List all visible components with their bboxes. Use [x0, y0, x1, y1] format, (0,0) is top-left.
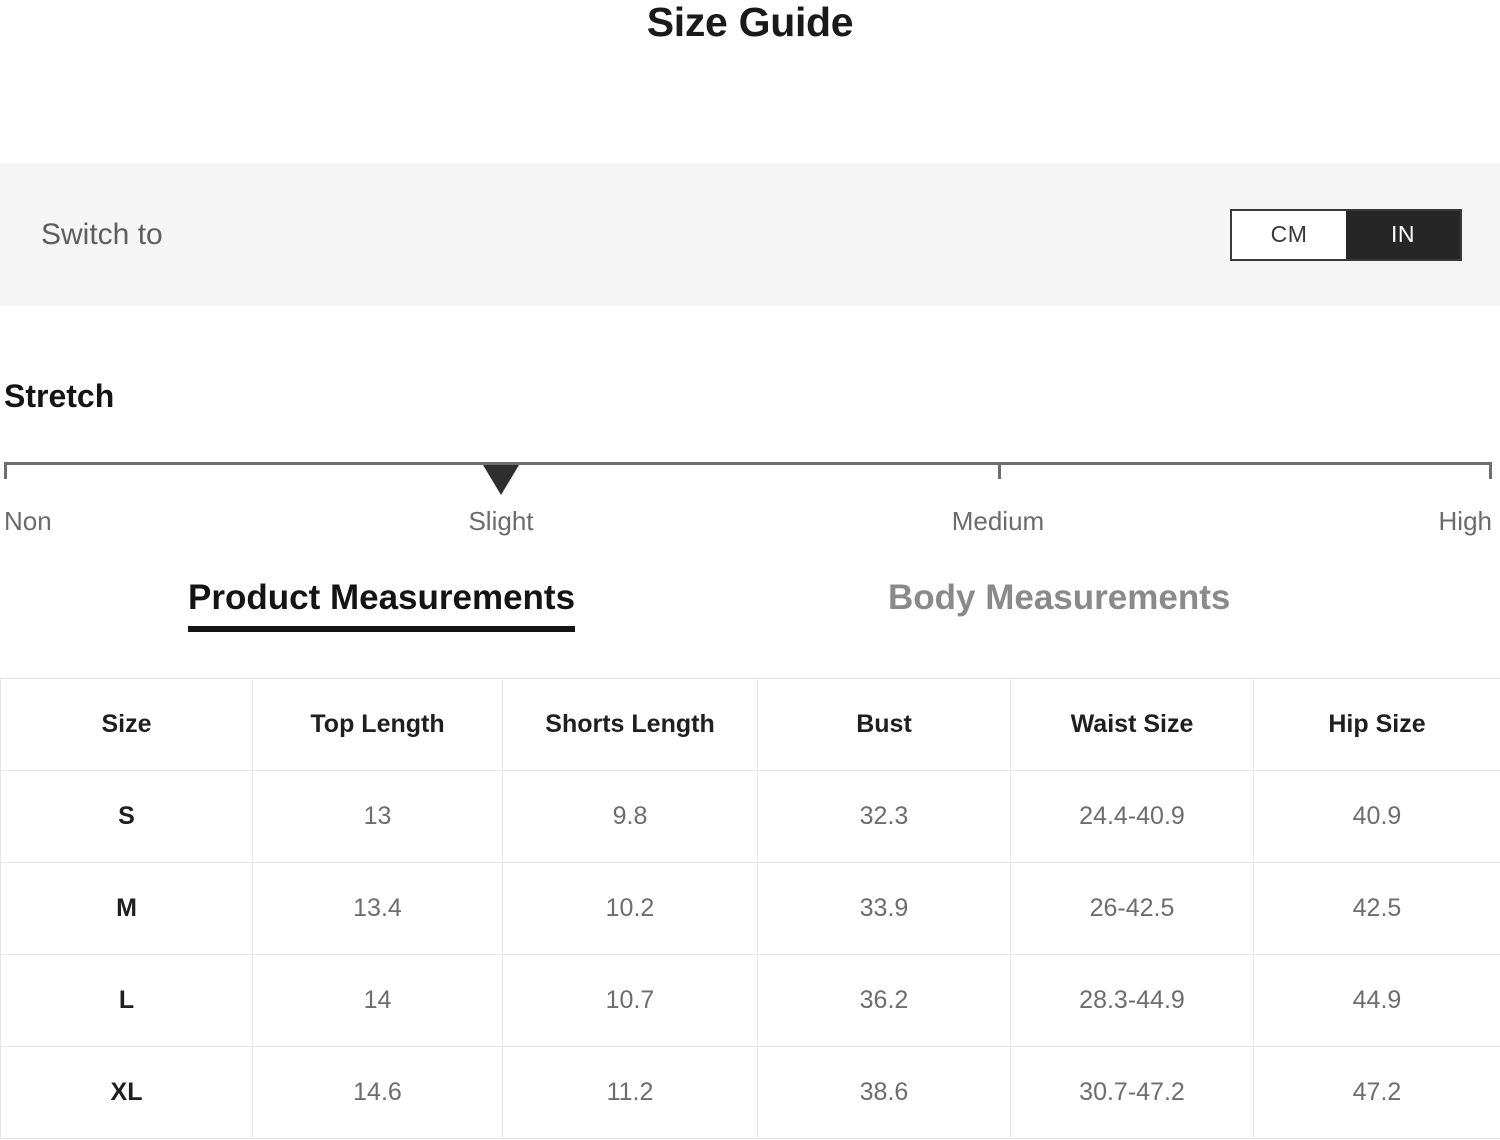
cell-top-length: 13	[252, 770, 503, 863]
stretch-marker-triangle-icon	[482, 465, 519, 495]
measurement-tabs: Product Measurements Body Measurements	[0, 578, 1500, 648]
table-row: L 14 10.7 36.2 28.3-44.9 44.9	[0, 954, 1500, 1047]
switch-to-label: Switch to	[41, 217, 163, 251]
unit-switch-bar: Switch to CM IN	[0, 163, 1500, 306]
cell-waist-size: 26-42.5	[1010, 862, 1254, 955]
cell-hip-size: 47.2	[1253, 1046, 1500, 1139]
column-header-shorts-length: Shorts Length	[502, 678, 758, 771]
stretch-scale[interactable]: Non Slight Medium High	[4, 462, 1492, 542]
column-header-size: Size	[0, 678, 253, 771]
cell-top-length: 14	[252, 954, 503, 1047]
size-table: Size Top Length Shorts Length Bust Waist…	[0, 678, 1500, 1139]
cell-hip-size: 44.9	[1253, 954, 1500, 1047]
cell-size: S	[0, 770, 253, 863]
cell-top-length: 13.4	[252, 862, 503, 955]
cell-top-length: 14.6	[252, 1046, 503, 1139]
stretch-label-slight: Slight	[468, 506, 534, 536]
stretch-label-medium: Medium	[951, 506, 1045, 536]
cell-bust: 36.2	[757, 954, 1011, 1047]
cell-shorts-length: 10.2	[502, 862, 758, 955]
cell-bust: 32.3	[757, 770, 1011, 863]
tab-product-measurements[interactable]: Product Measurements	[188, 578, 576, 632]
stretch-label-high: High	[1438, 506, 1492, 536]
column-header-top-length: Top Length	[252, 678, 503, 771]
page-title: Size Guide	[646, 0, 854, 45]
table-header-row: Size Top Length Shorts Length Bust Waist…	[0, 678, 1500, 771]
cell-bust: 33.9	[757, 862, 1011, 955]
cell-hip-size: 40.9	[1253, 770, 1500, 863]
cell-size: XL	[0, 1046, 253, 1139]
table-row: M 13.4 10.2 33.9 26-42.5 42.5	[0, 862, 1500, 955]
cell-size: L	[0, 954, 253, 1047]
unit-option-cm[interactable]: CM	[1232, 210, 1346, 259]
cell-hip-size: 42.5	[1253, 862, 1500, 955]
column-header-bust: Bust	[757, 678, 1011, 771]
stretch-tick-medium	[997, 465, 1001, 479]
stretch-heading: Stretch	[4, 378, 115, 414]
cell-waist-size: 24.4-40.9	[1010, 770, 1254, 863]
stretch-tick-non	[4, 465, 7, 479]
cell-shorts-length: 11.2	[502, 1046, 758, 1139]
stretch-scale-labels: Non Slight Medium High	[4, 506, 1492, 542]
cell-bust: 38.6	[757, 1046, 1011, 1139]
column-header-waist-size: Waist Size	[1010, 678, 1254, 771]
cell-waist-size: 28.3-44.9	[1010, 954, 1254, 1047]
unit-toggle-group[interactable]: CM IN	[1230, 208, 1462, 261]
column-header-hip-size: Hip Size	[1253, 678, 1500, 771]
stretch-scale-line	[4, 462, 1492, 465]
cell-shorts-length: 10.7	[502, 954, 758, 1047]
cell-size: M	[0, 862, 253, 955]
stretch-label-non: Non	[4, 506, 52, 536]
stretch-tick-high	[1489, 465, 1492, 479]
table-row: S 13 9.8 32.3 24.4-40.9 40.9	[0, 770, 1500, 863]
cell-shorts-length: 9.8	[502, 770, 758, 863]
tab-body-measurements[interactable]: Body Measurements	[888, 578, 1231, 617]
table-row: XL 14.6 11.2 38.6 30.7-47.2 47.2	[0, 1046, 1500, 1139]
unit-option-in[interactable]: IN	[1346, 210, 1460, 259]
cell-waist-size: 30.7-47.2	[1010, 1046, 1254, 1139]
